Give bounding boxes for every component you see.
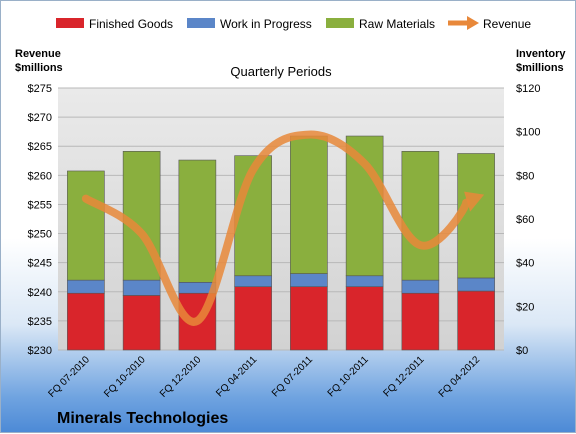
legend-swatch-work-in-progress	[187, 18, 215, 28]
left-axis-ticks: $230 $235 $240 $245 $250 $255 $260 $265 $270 $275	[28, 83, 52, 357]
right-tick-label: $120	[516, 83, 540, 95]
right-axis-title-line2: $millions	[516, 62, 564, 74]
legend-label-work-in-progress: Work in Progress	[220, 17, 312, 31]
x-tick-label: FQ 04-2012	[437, 354, 483, 400]
bar-work-in-progress	[67, 279, 105, 294]
left-tick-label: $240	[28, 287, 52, 299]
bar-work-in-progress	[290, 273, 328, 287]
bar-finished-goods	[290, 286, 328, 351]
x-tick-label: FQ 10-2010	[102, 354, 148, 400]
bar-work-in-progress	[457, 277, 495, 292]
right-axis-ticks: $0 $20 $40 $60 $80 $100 $120	[516, 83, 540, 357]
bar-finished-goods	[457, 290, 495, 351]
legend-swatch-raw-materials	[326, 18, 354, 28]
x-axis-ticks: FQ 07-2010 FQ 10-2010 FQ 12-2010 FQ 04-2011…	[46, 354, 482, 400]
bar-finished-goods	[345, 286, 384, 351]
legend-swatch-revenue-arrow	[467, 16, 479, 30]
x-tick-label: FQ 12-2010	[158, 354, 204, 400]
left-axis-title-line2: $millions	[15, 62, 63, 74]
x-tick-label: FQ 04-2011	[214, 354, 259, 399]
right-tick-label: $100	[516, 127, 540, 139]
company-name: Minerals Technologies	[57, 410, 228, 427]
left-axis-title-line1: Revenue	[15, 48, 61, 60]
x-tick-label: FQ 12-2011	[382, 354, 427, 399]
legend-swatch-finished-goods	[56, 18, 84, 28]
bar-work-in-progress	[122, 279, 161, 296]
right-tick-label: $60	[516, 214, 534, 226]
left-tick-label: $230	[28, 345, 52, 357]
bar-finished-goods	[234, 286, 272, 351]
bar-work-in-progress	[345, 275, 384, 287]
left-tick-label: $265	[28, 141, 52, 153]
left-tick-label: $260	[28, 170, 52, 182]
plot-title: Quarterly Periods	[230, 64, 332, 79]
revenue-arrowhead	[464, 191, 485, 212]
legend: Finished Goods Work in Progress Raw Mate…	[56, 16, 531, 31]
left-tick-label: $270	[28, 112, 52, 124]
right-tick-label: $80	[516, 170, 534, 182]
legend-label-revenue: Revenue	[483, 17, 531, 31]
right-tick-label: $40	[516, 258, 534, 270]
bar-work-in-progress	[234, 275, 272, 287]
x-tick-label: FQ 10-2011	[326, 354, 371, 399]
revenue-line	[81, 130, 471, 326]
left-tick-label: $275	[28, 83, 52, 95]
right-tick-label: $20	[516, 301, 534, 313]
x-tick-label: FQ 07-2011	[270, 354, 315, 399]
right-axis-title-line1: Inventory	[516, 48, 566, 60]
x-tick-label: FQ 07-2010	[46, 354, 92, 400]
bar-raw-materials	[178, 159, 217, 283]
bar-finished-goods	[122, 295, 161, 351]
legend-label-raw-materials: Raw Materials	[359, 17, 435, 31]
bar-finished-goods	[401, 292, 440, 351]
bar-work-in-progress	[401, 279, 440, 294]
left-tick-label: $245	[28, 258, 52, 270]
bar-raw-materials	[67, 170, 105, 281]
legend-label-finished-goods: Finished Goods	[89, 17, 173, 31]
bar-finished-goods	[67, 292, 105, 351]
left-tick-label: $235	[28, 316, 52, 328]
left-tick-label: $250	[28, 229, 52, 241]
bar-raw-materials	[290, 135, 328, 274]
right-tick-label: $0	[516, 345, 528, 357]
left-tick-label: $255	[28, 199, 52, 211]
bar-raw-materials	[401, 151, 440, 281]
